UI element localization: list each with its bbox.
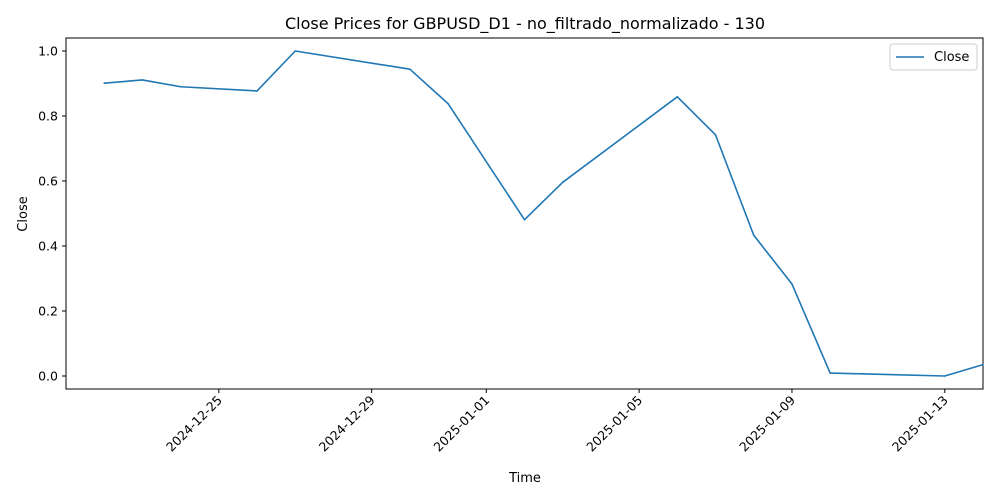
x-axis-label: Time (508, 471, 541, 486)
data-point (829, 372, 831, 374)
x-tick-label: 2024-12-29 (316, 392, 378, 454)
series-line-close (104, 50, 984, 377)
x-tick-label: 2024-12-25 (163, 393, 225, 455)
x-axis: 2024-12-25 2024-12-29 2025-01-01 2025-01-05… (163, 389, 951, 454)
data-point (714, 134, 717, 136)
data-point (179, 85, 182, 88)
plot-area (65, 37, 984, 390)
series-group (103, 50, 984, 377)
legend-label: Close (934, 50, 969, 65)
x-tick-label: 2025-01-01 (430, 393, 492, 455)
y-axis: 0.0 0.2 0.4 0.6 0.8 1.0 (38, 44, 66, 384)
y-tick-label: 0.8 (38, 109, 58, 124)
data-point (294, 50, 297, 52)
data-point (561, 181, 564, 184)
y-tick-label: 0.6 (38, 174, 58, 189)
data-point (447, 102, 449, 105)
data-point (256, 90, 258, 92)
chart-title: Close Prices for GBPUSD_D1 - no_filtrado… (285, 14, 765, 34)
y-axis-label: Close (16, 196, 31, 231)
y-tick-label: 0.2 (38, 304, 58, 319)
x-tick-label: 2025-01-09 (736, 392, 798, 454)
data-point (103, 82, 106, 84)
data-point (409, 68, 411, 70)
legend: Close (889, 43, 978, 71)
legend-box (889, 43, 978, 71)
y-tick-label: 0.0 (38, 369, 58, 384)
data-point (676, 96, 679, 98)
x-tick-label: 2025-01-05 (583, 393, 645, 455)
data-point (943, 375, 946, 377)
data-point (982, 363, 984, 366)
data-point (752, 234, 755, 237)
data-point (141, 79, 144, 81)
x-tick-label: 2025-01-13 (889, 393, 951, 455)
data-point (791, 283, 793, 285)
data-point (523, 218, 526, 221)
y-tick-label: 0.4 (38, 239, 58, 254)
y-tick-label: 1.0 (38, 44, 58, 59)
